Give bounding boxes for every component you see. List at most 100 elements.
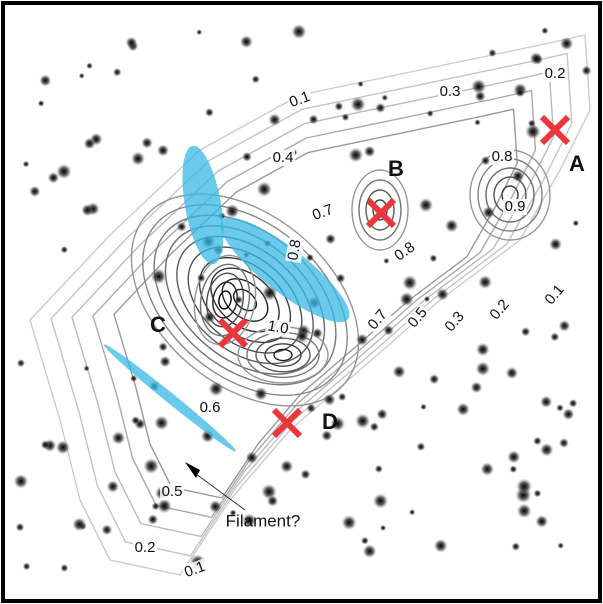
source xyxy=(268,113,281,126)
source xyxy=(131,152,145,166)
source xyxy=(478,275,492,289)
source xyxy=(348,148,363,163)
source xyxy=(416,442,425,451)
source xyxy=(131,416,140,425)
source xyxy=(205,108,214,117)
source xyxy=(342,113,350,121)
source xyxy=(429,374,439,384)
contour-label: 0.3 xyxy=(440,83,461,100)
source xyxy=(383,325,394,336)
source xyxy=(246,451,259,464)
source xyxy=(158,342,168,352)
source xyxy=(569,399,578,408)
source xyxy=(474,119,481,126)
source xyxy=(559,320,571,332)
source xyxy=(204,311,216,323)
source xyxy=(84,138,96,150)
contour-label: 0.4 xyxy=(273,149,294,166)
source xyxy=(56,440,70,454)
marker-label: C xyxy=(150,312,166,337)
source xyxy=(323,393,335,405)
source xyxy=(209,381,224,396)
source xyxy=(84,365,90,371)
source xyxy=(517,504,532,519)
source xyxy=(434,539,448,553)
source xyxy=(382,94,389,101)
source xyxy=(355,414,370,429)
source xyxy=(476,343,490,357)
source xyxy=(550,332,559,341)
source xyxy=(240,35,253,48)
source xyxy=(482,206,495,219)
source xyxy=(306,403,316,413)
source xyxy=(39,74,51,86)
source xyxy=(530,52,543,65)
source xyxy=(342,515,357,530)
source xyxy=(436,288,449,301)
marker-label: B xyxy=(388,156,404,181)
source xyxy=(325,234,336,245)
source xyxy=(356,334,368,346)
source xyxy=(60,564,68,572)
source xyxy=(581,66,591,76)
contour-label: 0.5 xyxy=(162,483,183,500)
source xyxy=(559,438,569,448)
source xyxy=(424,296,430,302)
source xyxy=(409,509,415,515)
source xyxy=(79,73,85,79)
source xyxy=(376,409,387,420)
source xyxy=(23,562,31,570)
source xyxy=(157,144,169,156)
contour-label: 0.9 xyxy=(505,198,526,215)
source xyxy=(334,102,343,111)
source xyxy=(159,356,171,368)
source xyxy=(512,170,525,183)
source xyxy=(528,119,536,127)
source xyxy=(507,450,520,463)
contour-label: 0.8 xyxy=(492,148,513,165)
source xyxy=(533,437,542,446)
source xyxy=(280,460,293,473)
source xyxy=(445,219,459,233)
source xyxy=(148,514,159,525)
source xyxy=(511,542,520,551)
marker-label: A xyxy=(569,151,585,176)
contour-label: 0.6 xyxy=(200,399,221,416)
source xyxy=(177,222,187,232)
figure: 0.10.30.20.40.80.90.70.80.81.00.70.50.30… xyxy=(0,0,603,604)
source xyxy=(300,469,310,479)
source xyxy=(86,62,93,69)
source xyxy=(419,198,434,213)
source xyxy=(506,367,518,379)
source xyxy=(113,68,122,77)
contour-label: 1.0 xyxy=(266,317,289,337)
source xyxy=(383,258,389,264)
source xyxy=(38,100,45,107)
source xyxy=(235,296,243,304)
source xyxy=(509,465,517,473)
contour-label: 0.2 xyxy=(135,539,156,556)
source xyxy=(23,161,30,168)
source xyxy=(197,274,206,283)
contour-label: 0.8 xyxy=(284,238,304,261)
source xyxy=(242,152,252,162)
source xyxy=(516,88,525,97)
source xyxy=(61,246,69,254)
source xyxy=(154,416,169,431)
source xyxy=(521,327,531,337)
source xyxy=(429,254,437,262)
source xyxy=(549,238,562,251)
source xyxy=(402,275,417,290)
source xyxy=(17,359,25,367)
source xyxy=(336,273,346,283)
source xyxy=(540,396,552,408)
source xyxy=(427,110,434,117)
source xyxy=(572,220,579,227)
source xyxy=(14,474,29,489)
source xyxy=(107,480,120,493)
source xyxy=(56,164,71,179)
source xyxy=(373,493,388,508)
source xyxy=(112,431,126,445)
source xyxy=(72,517,86,531)
source xyxy=(481,156,491,166)
